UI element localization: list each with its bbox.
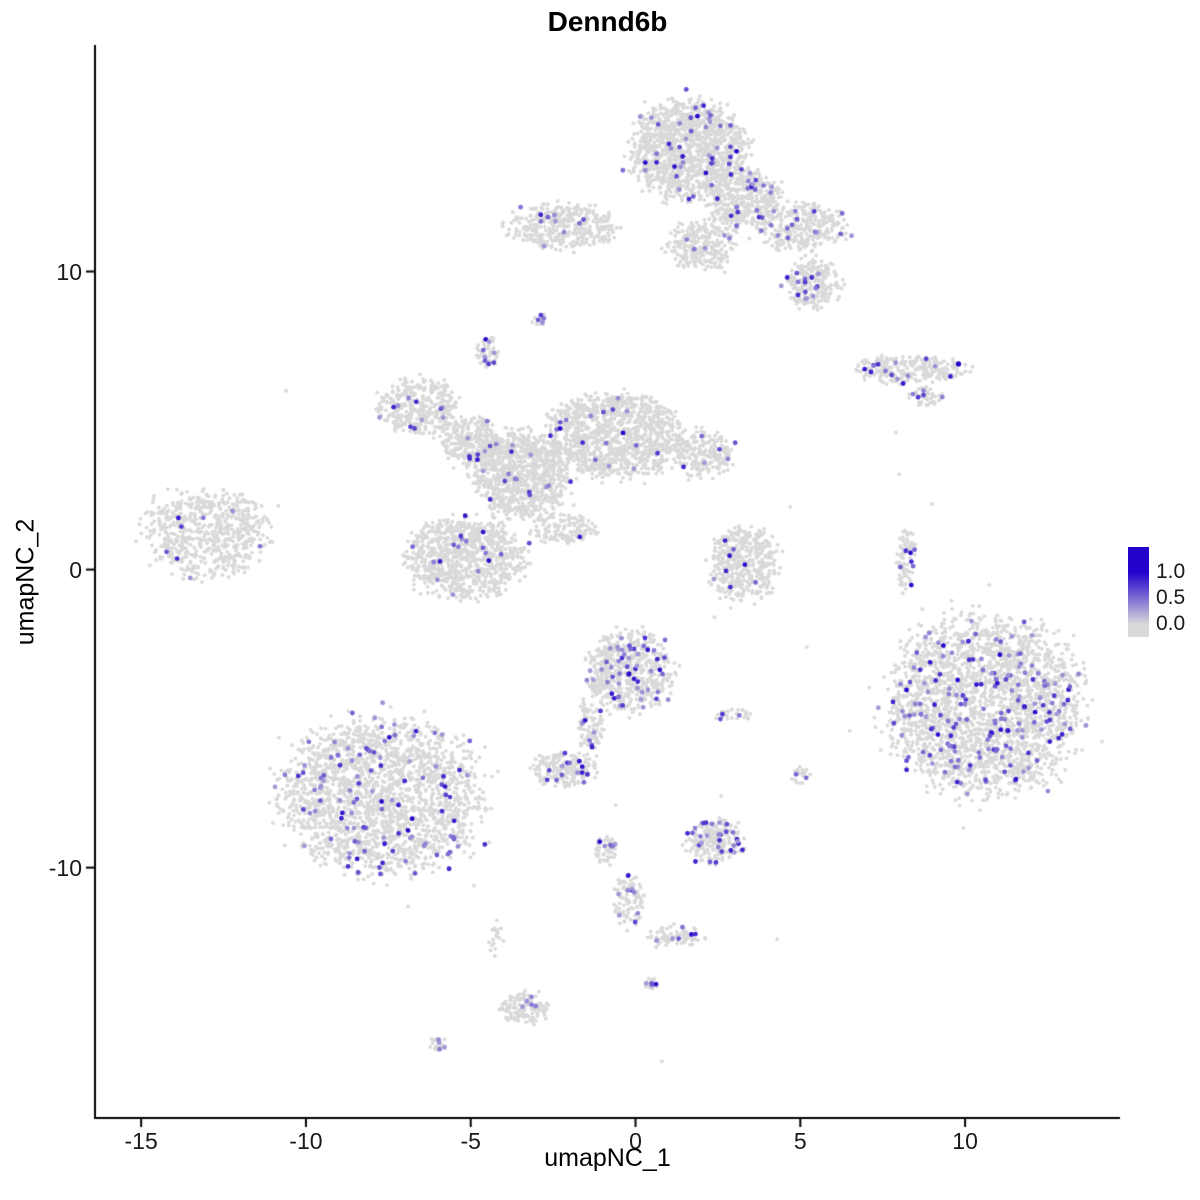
x-axis-label: umapNC_1 <box>544 1144 671 1172</box>
y-tick-label: 0 <box>69 556 82 583</box>
y-tick-label: 10 <box>56 258 82 285</box>
chart-title: Dennd6b <box>547 6 668 37</box>
x-tick-label: -5 <box>460 1128 481 1154</box>
legend-tick-label: 1.0 <box>1156 560 1186 584</box>
legend-gradient-bar <box>1128 547 1149 637</box>
x-tick-label: -15 <box>124 1128 158 1154</box>
legend-tick-label: 0.0 <box>1156 612 1186 636</box>
x-tick-label: 0 <box>629 1128 642 1154</box>
x-tick-label: 10 <box>952 1128 978 1154</box>
legend-tick-label: 0.5 <box>1156 586 1186 610</box>
x-tick-label: -10 <box>289 1128 323 1154</box>
y-tick-label: -10 <box>48 854 82 881</box>
x-tick-label: 5 <box>793 1128 807 1154</box>
